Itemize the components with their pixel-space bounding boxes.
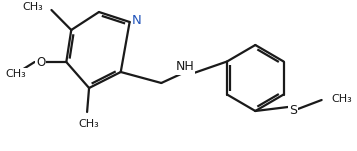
Text: CH₃: CH₃ — [23, 2, 44, 12]
Text: N: N — [132, 14, 141, 27]
Text: O: O — [36, 56, 45, 69]
Text: NH: NH — [176, 61, 195, 74]
Text: CH₃: CH₃ — [79, 119, 100, 129]
Text: CH₃: CH₃ — [5, 69, 26, 79]
Text: CH₃: CH₃ — [332, 94, 352, 104]
Text: S: S — [289, 103, 297, 117]
